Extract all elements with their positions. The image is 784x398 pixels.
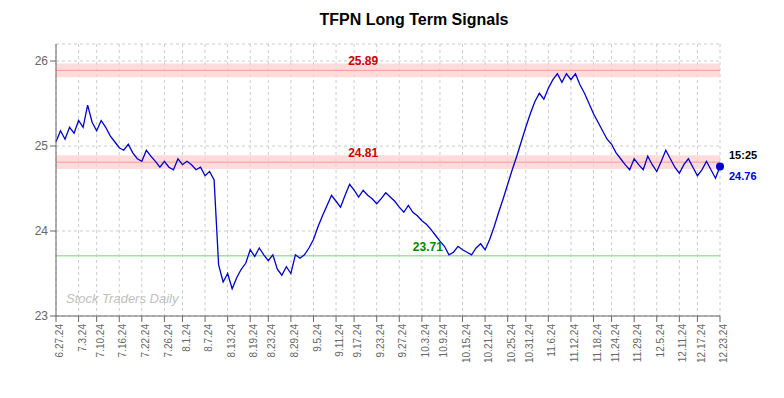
svg-text:10.25.24: 10.25.24 bbox=[506, 324, 517, 363]
svg-text:12.5.24: 12.5.24 bbox=[655, 324, 666, 358]
svg-text:24.76: 24.76 bbox=[729, 170, 757, 182]
svg-text:8.29.24: 8.29.24 bbox=[289, 324, 300, 358]
svg-text:23: 23 bbox=[35, 309, 49, 323]
svg-text:26: 26 bbox=[35, 54, 49, 68]
svg-text:9.23.24: 9.23.24 bbox=[375, 324, 386, 358]
svg-text:10.9.24: 10.9.24 bbox=[438, 324, 449, 358]
svg-text:12.11.24: 12.11.24 bbox=[677, 324, 688, 363]
svg-text:9.17.24: 9.17.24 bbox=[352, 324, 363, 358]
svg-text:11.24.24: 11.24.24 bbox=[610, 324, 621, 363]
svg-text:10.31.24: 10.31.24 bbox=[524, 324, 535, 363]
svg-text:25: 25 bbox=[35, 139, 49, 153]
svg-text:7.26.24: 7.26.24 bbox=[163, 324, 174, 358]
svg-text:25.89: 25.89 bbox=[348, 54, 378, 68]
svg-text:11.29.24: 11.29.24 bbox=[632, 324, 643, 363]
html-text:TFPN Long Term Signals: TFPN Long Term Signals bbox=[319, 11, 509, 28]
svg-text:9.5.24: 9.5.24 bbox=[312, 324, 323, 352]
svg-text:7.10.24: 7.10.24 bbox=[95, 324, 106, 358]
svg-text:12.23.24: 12.23.24 bbox=[718, 324, 729, 363]
svg-text:11.12.24: 11.12.24 bbox=[569, 324, 580, 363]
svg-text:9.11.24: 9.11.24 bbox=[334, 324, 345, 357]
svg-text:7.3.24: 7.3.24 bbox=[77, 324, 88, 352]
svg-text:8.1.24: 8.1.24 bbox=[181, 324, 192, 352]
svg-text:7.16.24: 7.16.24 bbox=[117, 324, 128, 358]
svg-text:11.6.24: 11.6.24 bbox=[546, 324, 557, 357]
svg-text:10.15.24: 10.15.24 bbox=[461, 324, 472, 363]
svg-text:12.17.24: 12.17.24 bbox=[696, 324, 707, 363]
svg-text:11.18.24: 11.18.24 bbox=[592, 324, 603, 363]
svg-text:8.19.24: 8.19.24 bbox=[248, 324, 259, 358]
svg-text:9.27.24: 9.27.24 bbox=[397, 324, 408, 358]
svg-text:15:25: 15:25 bbox=[729, 149, 757, 161]
svg-text:10.21.24: 10.21.24 bbox=[483, 324, 494, 363]
svg-text:6.27.24: 6.27.24 bbox=[54, 324, 65, 358]
svg-text:8.7.24: 8.7.24 bbox=[203, 324, 214, 352]
svg-text:10.3.24: 10.3.24 bbox=[420, 324, 431, 358]
svg-text:24.81: 24.81 bbox=[348, 146, 378, 160]
svg-text:24: 24 bbox=[35, 224, 49, 238]
svg-text:7.22.24: 7.22.24 bbox=[140, 324, 151, 358]
svg-text:8.23.24: 8.23.24 bbox=[266, 324, 277, 358]
html-text:Stock Traders Daily: Stock Traders Daily bbox=[66, 291, 179, 306]
svg-text:23.71: 23.71 bbox=[413, 240, 443, 254]
svg-text:8.13.24: 8.13.24 bbox=[226, 324, 237, 358]
